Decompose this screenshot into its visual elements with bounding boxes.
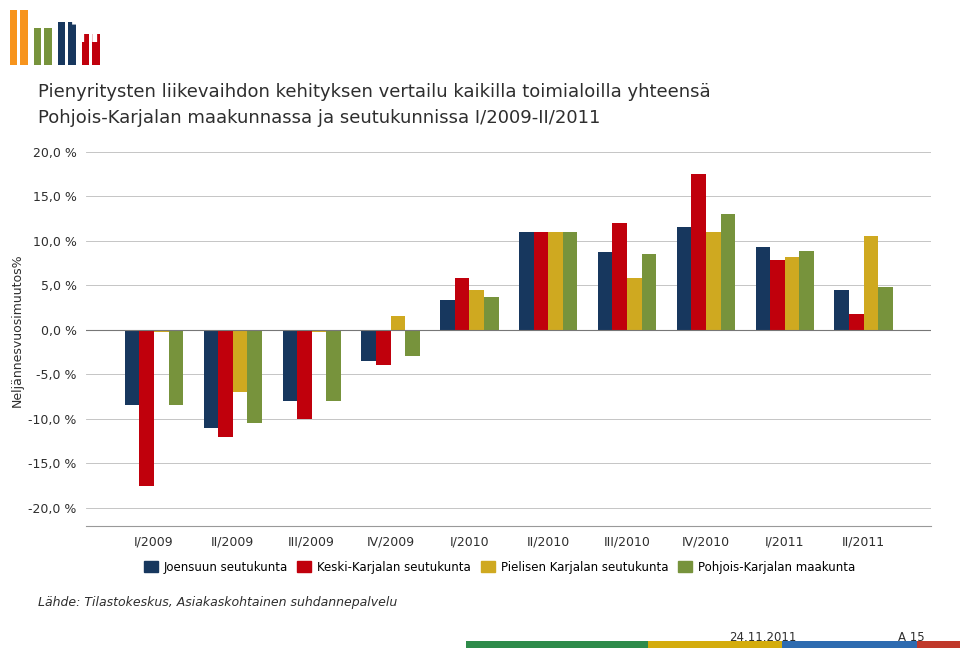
Bar [756,247,770,330]
Bar [169,330,183,406]
Bar [44,28,52,65]
Bar [706,232,721,330]
Text: Tilastokeskus: Tilastokeskus [72,20,286,48]
Bar [391,317,405,330]
Y-axis label: Neljännesvuosimuutos%: Neljännesvuosimuutos% [12,253,24,407]
Bar [563,232,577,330]
Bar [484,297,498,330]
Bar [34,28,41,65]
Bar [878,287,893,330]
Bar [677,227,691,330]
Bar [641,254,657,330]
Bar [548,232,563,330]
Bar [441,300,455,330]
Bar [834,290,849,330]
Bar [770,261,784,330]
Bar [800,251,814,330]
Bar [455,278,469,330]
Text: 24.11.2011: 24.11.2011 [730,631,797,644]
Bar [721,214,735,330]
Bar [58,22,65,65]
Bar [20,10,28,65]
Bar [598,252,612,330]
Bar [139,330,154,486]
Bar [297,330,312,419]
Bar [534,232,548,330]
Legend: Joensuun seutukunta, Keski-Karjalan seutukunta, Pielisen Karjalan seutukunta, Po: Joensuun seutukunta, Keski-Karjalan seut… [139,556,859,579]
Text: Lähde: Tilastokeskus, Asiakaskohtainen suhdannepalvelu: Lähde: Tilastokeskus, Asiakaskohtainen s… [38,596,397,609]
Bar [361,330,376,361]
Bar [92,34,100,65]
Bar [154,330,169,332]
Bar [405,330,420,357]
Bar [312,330,326,332]
Bar [864,236,878,330]
Bar [233,330,248,392]
Text: Pohjois-Karjalan maakunnassa ja seutukunnissa I/2009-II/2011: Pohjois-Karjalan maakunnassa ja seutukun… [38,109,601,127]
Bar [82,34,89,65]
Bar [248,330,262,423]
Bar [469,290,484,330]
Bar [627,278,641,330]
Bar [612,223,627,330]
Bar [125,330,139,406]
Bar [204,330,218,428]
Bar [519,232,534,330]
Text: Pienyritysten liikevaihdon kehityksen vertailu kaikilla toimialoilla yhteensä: Pienyritysten liikevaihdon kehityksen ve… [38,83,711,101]
Bar [849,313,864,330]
Text: A 15: A 15 [898,631,924,644]
Bar [784,257,800,330]
Bar [376,330,391,366]
Bar [691,174,706,330]
Bar [10,10,17,65]
Bar [282,330,297,401]
Bar [326,330,341,401]
Bar [68,22,76,65]
Bar [218,330,233,437]
